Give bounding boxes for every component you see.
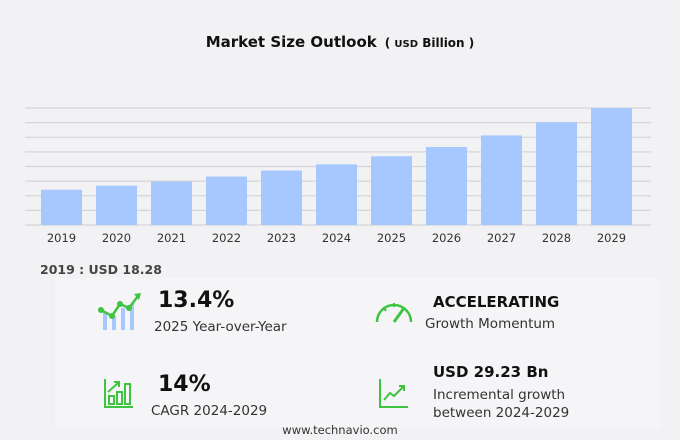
- bar-2022: [206, 176, 247, 225]
- speedometer-icon: [375, 303, 413, 323]
- chart-title: Market Size Outlook ( USD Billion ): [0, 33, 680, 51]
- x-tick-label: 2024: [322, 231, 351, 245]
- momentum-label: Growth Momentum: [425, 316, 556, 332]
- bar-2026: [426, 147, 467, 225]
- bar-2027: [481, 135, 522, 225]
- momentum-value: ACCELERATING: [433, 293, 560, 311]
- bar-2025: [371, 156, 412, 225]
- trend-line-icon: [379, 379, 408, 408]
- bar-2019: [41, 189, 82, 225]
- title-text: Market Size Outlook: [205, 33, 377, 51]
- unit-label: ( USD Billion ): [384, 36, 475, 50]
- unit-text: Billion: [422, 36, 465, 50]
- x-tick-label: 2021: [157, 231, 186, 245]
- x-tick-label: 2029: [597, 231, 626, 245]
- bar-2021: [151, 181, 192, 225]
- bar-2028: [536, 122, 577, 225]
- x-tick-label: 2019: [47, 231, 76, 245]
- x-tick-label: 2025: [377, 231, 406, 245]
- x-tick-label: 2027: [487, 231, 516, 245]
- bar-2024: [316, 164, 357, 225]
- bar-growth-icon: [104, 379, 133, 408]
- base-year-value: 2019 : USD 18.28: [40, 262, 162, 277]
- yoy-label: 2025 Year-over-Year: [154, 319, 287, 335]
- cagr-value: 14%: [158, 372, 211, 397]
- x-tick-label: 2026: [432, 231, 461, 245]
- bar-2029: [591, 108, 632, 225]
- incremental-value: USD 29.23 Bn: [433, 363, 549, 381]
- x-tick-label: 2023: [267, 231, 296, 245]
- unit-prefix: USD: [394, 39, 419, 50]
- incremental-label-2: between 2024-2029: [433, 405, 570, 421]
- cagr-label: CAGR 2024-2029: [151, 403, 268, 419]
- bar-chart: 2019 2020 2021 2022 2023 2024 2025 2026 2027 2028…: [25, 107, 651, 245]
- x-tick-label: 2022: [212, 231, 241, 245]
- bar-2020: [96, 185, 137, 225]
- incremental-label-1: Incremental growth: [433, 387, 566, 403]
- x-tick-label: 2020: [102, 231, 131, 245]
- footer-url: www.technavio.com: [282, 423, 398, 437]
- kpi-panel: [55, 278, 660, 428]
- bar-2023: [261, 170, 302, 225]
- yoy-value: 13.4%: [158, 288, 235, 313]
- growth-chart-icon: [98, 293, 141, 330]
- x-tick-label: 2028: [542, 231, 571, 245]
